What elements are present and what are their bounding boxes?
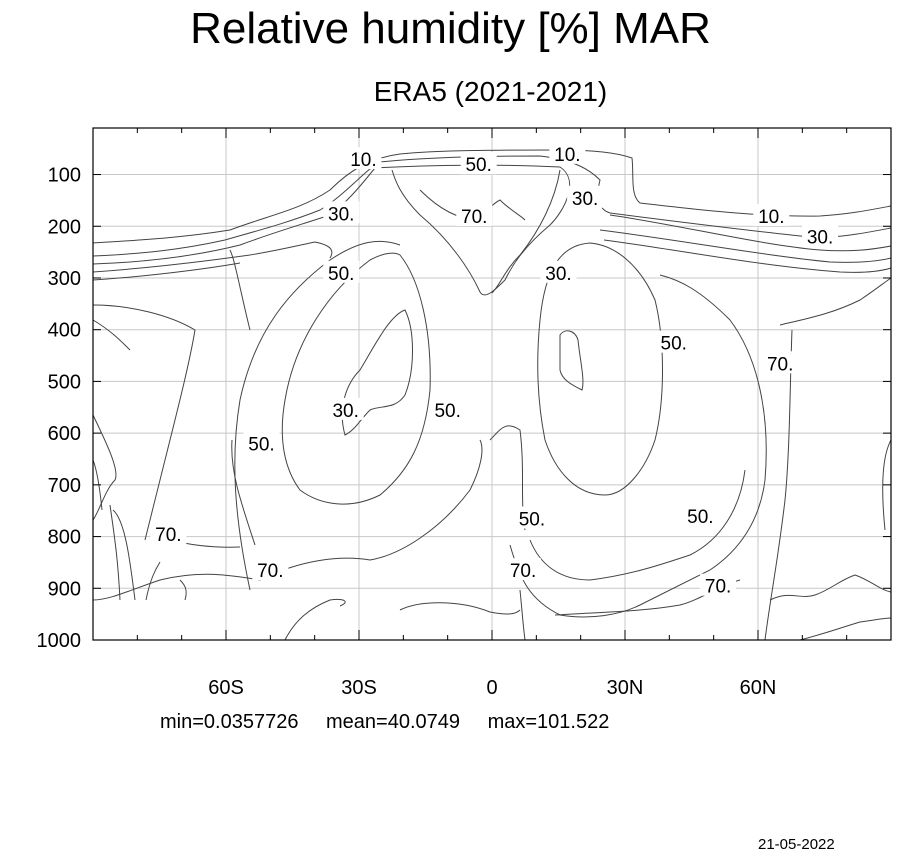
contour-line xyxy=(537,242,663,496)
contour-line xyxy=(92,414,117,521)
contour-line xyxy=(491,169,561,294)
contour-line xyxy=(234,240,401,591)
stat-mean: mean=40.0749 xyxy=(326,711,461,733)
contour-label: 70. xyxy=(461,207,487,228)
y-tick-label: 500 xyxy=(48,371,81,393)
y-tick-label: 700 xyxy=(48,475,81,497)
contour-label-bg xyxy=(345,147,382,170)
contour-label: 50. xyxy=(465,155,491,176)
stat-max: max=101.522 xyxy=(487,711,610,733)
contour-label: 70. xyxy=(257,561,283,582)
contour-label-bg xyxy=(150,521,187,544)
contour-label: 30. xyxy=(807,228,833,249)
contour-line xyxy=(145,561,161,601)
contour-line xyxy=(112,509,136,601)
contour-label: 70. xyxy=(705,577,731,598)
contour-label-bg xyxy=(429,397,466,420)
contour-label: 30. xyxy=(545,264,571,285)
contour-line xyxy=(769,574,892,601)
y-tick-label: 900 xyxy=(48,578,81,600)
contour-label-bg xyxy=(456,203,493,226)
y-tick-label: 100 xyxy=(48,165,81,187)
contour-line xyxy=(109,504,121,601)
contour-line xyxy=(529,469,746,581)
x-tick-label: 0 xyxy=(486,677,497,699)
contour-label-bg xyxy=(682,503,719,526)
contour-line xyxy=(799,617,892,641)
x-tick-label: 30N xyxy=(607,677,644,699)
x-tick-label: 60S xyxy=(208,677,244,699)
contour-label: 50. xyxy=(248,434,274,455)
contour-label: 70. xyxy=(510,561,536,582)
contour-label-bg xyxy=(327,397,364,420)
contour-label: 10. xyxy=(350,150,376,171)
contour-label: 50. xyxy=(661,334,687,355)
date-stamp: 21-05-2022 xyxy=(758,836,835,853)
contour-label: 50. xyxy=(434,401,460,422)
contour-line xyxy=(92,439,483,601)
contour-line xyxy=(92,155,892,257)
chart-title: Relative humidity [%] MAR xyxy=(190,4,711,53)
y-tick-label: 800 xyxy=(48,527,81,549)
contour-label: 10. xyxy=(554,145,580,166)
contour-label-bg xyxy=(540,260,577,283)
contour-label-bg xyxy=(252,558,289,581)
contour-line xyxy=(92,241,333,273)
contour-line xyxy=(229,249,251,331)
stats-line: min=0.0357726 mean=40.0749 max=101.522 xyxy=(160,711,631,734)
contour-label: 50. xyxy=(687,507,713,528)
y-tick-label: 200 xyxy=(48,216,81,238)
contour-line xyxy=(92,164,571,296)
contour-label-bg xyxy=(753,203,790,226)
contour-label: 70. xyxy=(155,525,181,546)
contour-label-bg xyxy=(802,224,839,247)
contour-line xyxy=(341,309,413,436)
chart-subtitle: ERA5 (2021-2021) xyxy=(373,76,608,107)
contour-label-bg xyxy=(323,201,360,224)
y-tick-label: 300 xyxy=(48,268,81,290)
contour-label-bg xyxy=(655,330,692,353)
contour-line xyxy=(92,262,241,281)
contour-line xyxy=(92,319,131,351)
contour-label: 50. xyxy=(519,509,545,530)
contour-line xyxy=(779,277,892,326)
contour-line xyxy=(92,304,196,541)
contour-label: 30. xyxy=(572,189,598,210)
contour-line xyxy=(609,214,892,252)
contour-label: 30. xyxy=(328,204,354,225)
contour-line xyxy=(399,602,521,615)
x-tick-label: 30S xyxy=(341,677,377,699)
contour-label: 50. xyxy=(328,264,354,285)
y-tick-label: 400 xyxy=(48,320,81,342)
contour-line xyxy=(284,599,346,641)
contour-label-bg xyxy=(549,141,586,164)
contour-label-bg xyxy=(505,558,542,581)
contour-label-bg xyxy=(323,260,360,283)
contour-label-bg xyxy=(700,573,737,596)
contour-label-bg xyxy=(513,506,550,529)
contour-line xyxy=(599,229,892,263)
contour-label: 10. xyxy=(758,207,784,228)
contour-label: 70. xyxy=(767,354,793,375)
contour-line xyxy=(519,589,526,641)
y-tick-label: 1000 xyxy=(37,630,82,652)
contour-line xyxy=(231,439,256,546)
contour-label-bg xyxy=(243,431,280,454)
contour-line xyxy=(882,439,892,531)
contour-label-bg xyxy=(567,185,604,208)
contour-label-bg xyxy=(762,351,799,374)
x-tick-label: 60N xyxy=(740,677,777,699)
contour-line xyxy=(559,330,584,391)
y-tick-label: 600 xyxy=(48,423,81,445)
contour-line xyxy=(92,459,103,511)
contour-line xyxy=(603,239,892,273)
stat-min: min=0.0357726 xyxy=(160,711,299,733)
contour-label-bg xyxy=(460,152,497,175)
contour-label: 30. xyxy=(332,401,358,422)
contour-line xyxy=(179,579,187,601)
